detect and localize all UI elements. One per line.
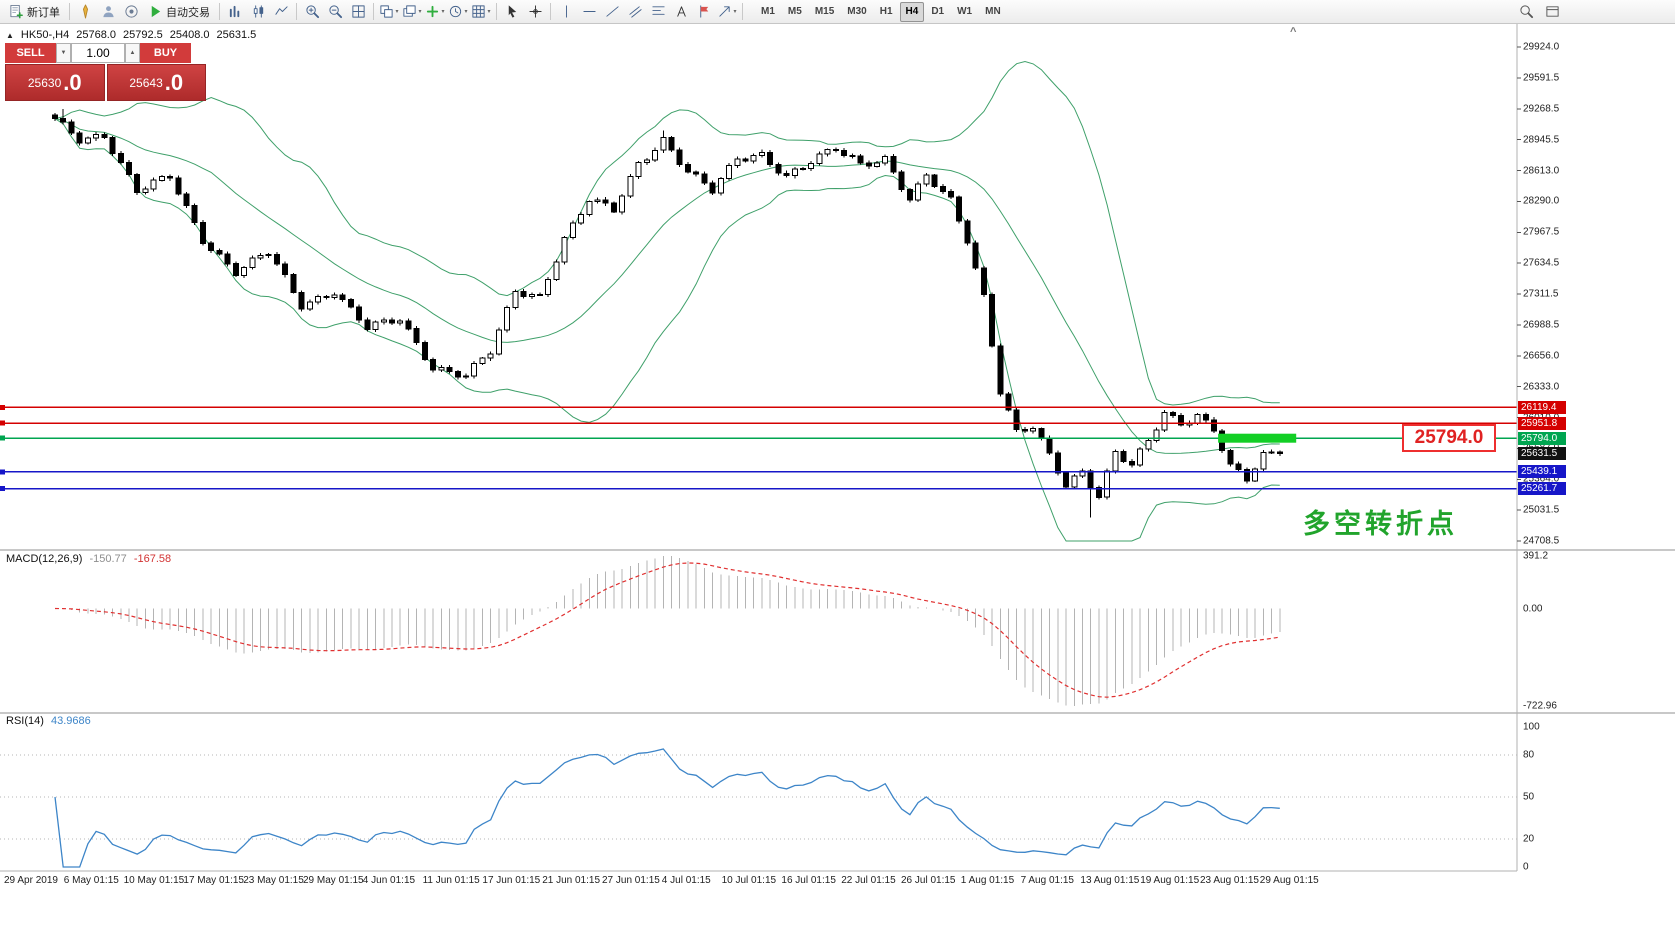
ohlc-low: 25408.0: [169, 29, 210, 41]
trade-panel-toggle-icon[interactable]: ▲: [6, 30, 14, 40]
one-click-trade-panel: SELL ▼ ▲ BUY 25630 .0 25643 .0: [5, 43, 206, 101]
label-icon[interactable]: [693, 2, 715, 22]
market-watch-icon[interactable]: [74, 2, 96, 22]
vertical-line-icon[interactable]: [555, 2, 577, 22]
templates-icon[interactable]: ▾: [470, 2, 492, 22]
play-icon: [151, 5, 161, 18]
highlight-rectangle: [1218, 433, 1297, 443]
turning-point-annotation: 多空转折点: [1303, 509, 1458, 539]
chart-shift-icon[interactable]: ^: [1290, 26, 1297, 38]
line-chart-icon[interactable]: [270, 2, 292, 22]
timeframe-button-w1[interactable]: W1: [957, 6, 973, 17]
search-icon[interactable]: [1515, 2, 1537, 22]
macd-signal-value: -167.58: [133, 553, 172, 565]
text-icon[interactable]: [670, 2, 692, 22]
rsi-levels: [0, 754, 1517, 840]
toolbar-separator: [373, 3, 374, 20]
crosshair-icon[interactable]: [524, 2, 546, 22]
timeframe-button-h4[interactable]: H4: [899, 1, 925, 22]
buy-price-main: 25643: [129, 75, 163, 90]
sell-price-button[interactable]: 25630 .0: [5, 64, 105, 101]
buy-button[interactable]: BUY: [140, 43, 191, 63]
channel-icon[interactable]: [624, 2, 646, 22]
toolbar-separator: [496, 3, 497, 20]
toolbar-separator: [219, 3, 220, 20]
rsi-title: RSI(14): [6, 715, 44, 727]
trendline-icon[interactable]: [601, 2, 623, 22]
ohlc-open: 25768.0: [76, 29, 116, 41]
toolbar-separator: [742, 3, 743, 20]
fibonacci-icon[interactable]: [647, 2, 669, 22]
bollinger-bands: [54, 60, 1280, 542]
algo-trading-label: 自动交易: [166, 6, 210, 19]
horizontal-line-icon[interactable]: [578, 2, 600, 22]
timeframe-button-m15[interactable]: M15: [814, 6, 835, 17]
clock-icon[interactable]: ▾: [447, 2, 469, 22]
timeframe-button-m1[interactable]: M1: [761, 6, 775, 17]
macd-main-value: -150.77: [89, 553, 127, 565]
chart-region: ▲ HK50-,H4 25768.0 25792.5 25408.0 25631…: [0, 24, 1675, 950]
cascade-windows-icon[interactable]: ▾: [401, 2, 423, 22]
new-order-label: 新订单: [27, 6, 60, 19]
zoom-in-icon[interactable]: [301, 2, 323, 22]
price-axis-ticks: [1517, 46, 1521, 542]
price-callout[interactable]: 25794.0: [1402, 424, 1496, 452]
pane-separators: [0, 24, 1675, 872]
ohlc-close: 25631.5: [216, 29, 257, 41]
timeframe-button-h1[interactable]: H1: [879, 6, 893, 17]
data-window-icon[interactable]: [1541, 2, 1563, 22]
chart-symbol-header: ▲ HK50-,H4 25768.0 25792.5 25408.0 25631…: [6, 29, 256, 41]
zoom-out-icon[interactable]: [324, 2, 346, 22]
profile-icon[interactable]: [97, 2, 119, 22]
symbol-period: HK50-,H4: [20, 29, 70, 41]
algo-trading-button[interactable]: 自动交易: [143, 2, 215, 22]
buy-price-button[interactable]: 25643 .0: [106, 64, 206, 101]
macd-title: MACD(12,26,9): [6, 553, 83, 565]
cursor-icon[interactable]: [501, 2, 523, 22]
rsi-value: 43.9686: [50, 715, 91, 727]
timeframe-toolbar: M1 M5 M15 M30 H1 H4 D1 W1 MN: [755, 1, 1007, 22]
timeframe-button-m5[interactable]: M5: [787, 6, 802, 17]
candles: [52, 108, 1283, 518]
macd-signal-line: [54, 562, 1280, 698]
volume-decrease-button[interactable]: ▼: [56, 43, 71, 63]
rsi-line: [54, 748, 1280, 868]
indicators-icon[interactable]: ▾: [424, 2, 446, 22]
objects-icon[interactable]: ▾: [716, 2, 738, 22]
timeframe-button-d1[interactable]: D1: [931, 6, 945, 17]
buy-price-frac: .0: [164, 69, 184, 95]
new-order-button[interactable]: 新订单: [4, 2, 65, 22]
community-icon[interactable]: [120, 2, 142, 22]
sell-price-frac: .0: [63, 69, 82, 95]
macd-header: MACD(12,26,9) -150.77 -167.58: [6, 553, 171, 565]
toolbar-separator: [69, 3, 70, 20]
arrange-windows-icon[interactable]: ▾: [378, 2, 400, 22]
timeframe-button-mn[interactable]: MN: [985, 6, 1001, 17]
timeframe-button-m30[interactable]: M30: [847, 6, 867, 17]
horizontal-price-lines: [0, 404, 1517, 492]
volume-input[interactable]: [71, 43, 125, 63]
bar-chart-icon[interactable]: [224, 2, 246, 22]
sell-price-main: 25630: [27, 75, 62, 90]
chart-canvas[interactable]: [0, 24, 1675, 950]
candlestick-chart-icon[interactable]: [247, 2, 269, 22]
toolbar-separator: [550, 3, 551, 20]
volume-increase-button[interactable]: ▲: [125, 43, 140, 63]
new-order-icon: [10, 4, 23, 19]
rsi-header: RSI(14) 43.9686: [6, 715, 91, 727]
tile-windows-icon[interactable]: [347, 2, 369, 22]
sell-button[interactable]: SELL: [5, 43, 56, 63]
ohlc-high: 25792.5: [122, 29, 163, 41]
main-toolbar: 新订单 自动交易 ▾ ▾ ▾ ▾ ▾ ▾ M1 M5 M15 M30 H1 H4 D1 W1 M…: [0, 0, 1675, 24]
macd-histogram: [62, 556, 1281, 706]
toolbar-separator: [296, 3, 297, 20]
